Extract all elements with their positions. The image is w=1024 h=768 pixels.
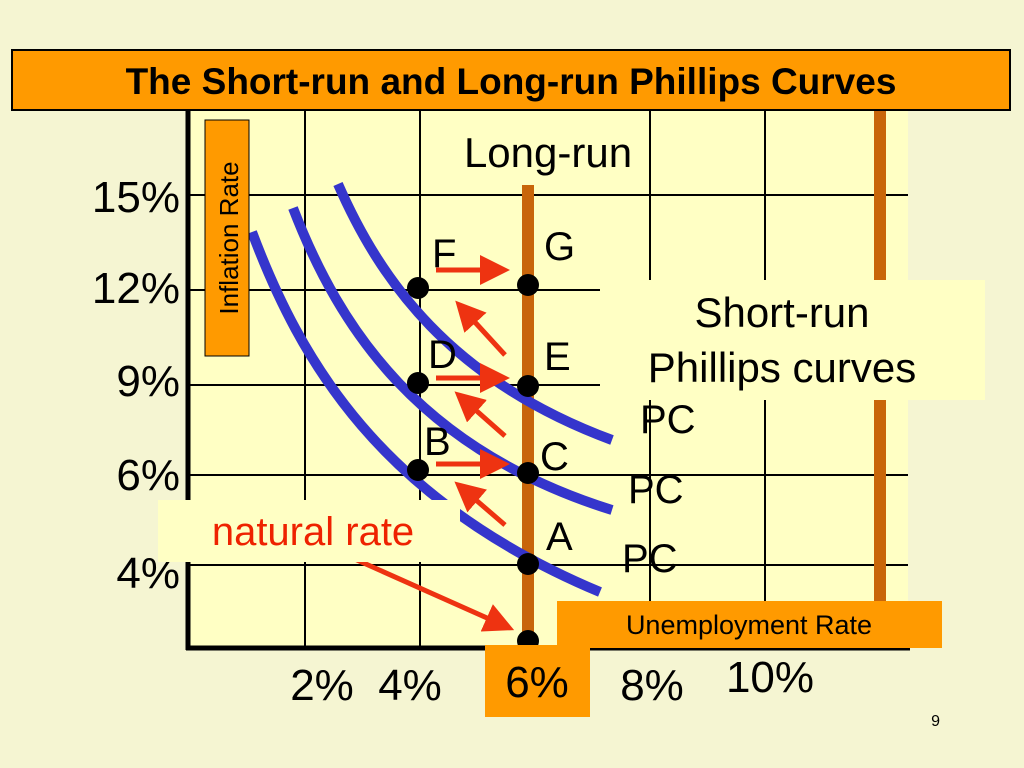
- pc-curve: [247, 230, 602, 597]
- point: [407, 372, 429, 394]
- x-tick-label: 4%: [378, 661, 442, 710]
- page-number: 9: [931, 713, 940, 730]
- x-tick-label: 2%: [290, 661, 354, 710]
- point-label: B: [424, 420, 451, 464]
- natural-rate-label: natural rate: [212, 510, 414, 554]
- long-run-label: Long-run: [464, 129, 632, 176]
- point: [517, 274, 539, 296]
- point: [407, 277, 429, 299]
- short-run-box: [600, 280, 985, 400]
- curve-label: PC: [628, 468, 684, 512]
- x-label-box: [557, 601, 942, 648]
- point: [517, 375, 539, 397]
- y-tick-label: 15%: [92, 173, 180, 222]
- y-axis-label: Inflation Rate: [214, 161, 244, 314]
- pc-curve: [333, 181, 614, 445]
- point-label: G: [544, 225, 575, 269]
- point: [517, 553, 539, 575]
- x-axis-label: Unemployment Rate: [626, 610, 872, 640]
- short-run-label: Phillips curves: [648, 344, 916, 391]
- point: [517, 462, 539, 484]
- y-label-box: [204, 119, 250, 357]
- point-label: C: [540, 435, 569, 479]
- pc-curve: [288, 206, 614, 515]
- arrow: [455, 300, 507, 357]
- y-tick-label: 9%: [116, 357, 180, 406]
- short-run-label: Short-run: [694, 289, 869, 336]
- x-highlight-box: [485, 645, 590, 717]
- y-tick-label: 6%: [116, 451, 180, 500]
- natural-rate-box: [158, 500, 460, 562]
- x-tick-label: 10%: [726, 653, 814, 702]
- x-tick-label: 8%: [620, 661, 684, 710]
- point-label: D: [428, 333, 457, 377]
- title-box: [11, 49, 1011, 111]
- curve-label: PC: [640, 398, 696, 442]
- y-tick-label: 12%: [92, 264, 180, 313]
- point: [407, 459, 429, 481]
- point-label: A: [546, 515, 573, 559]
- arrow: [454, 481, 507, 527]
- arrow: [454, 391, 507, 438]
- point-label: F: [432, 232, 456, 276]
- title: The Short-run and Long-run Phillips Curv…: [126, 61, 897, 102]
- point-label: E: [544, 335, 571, 379]
- curves: [247, 181, 614, 597]
- x-tick-label: 6%: [505, 658, 569, 707]
- curve-label: PC: [622, 537, 678, 581]
